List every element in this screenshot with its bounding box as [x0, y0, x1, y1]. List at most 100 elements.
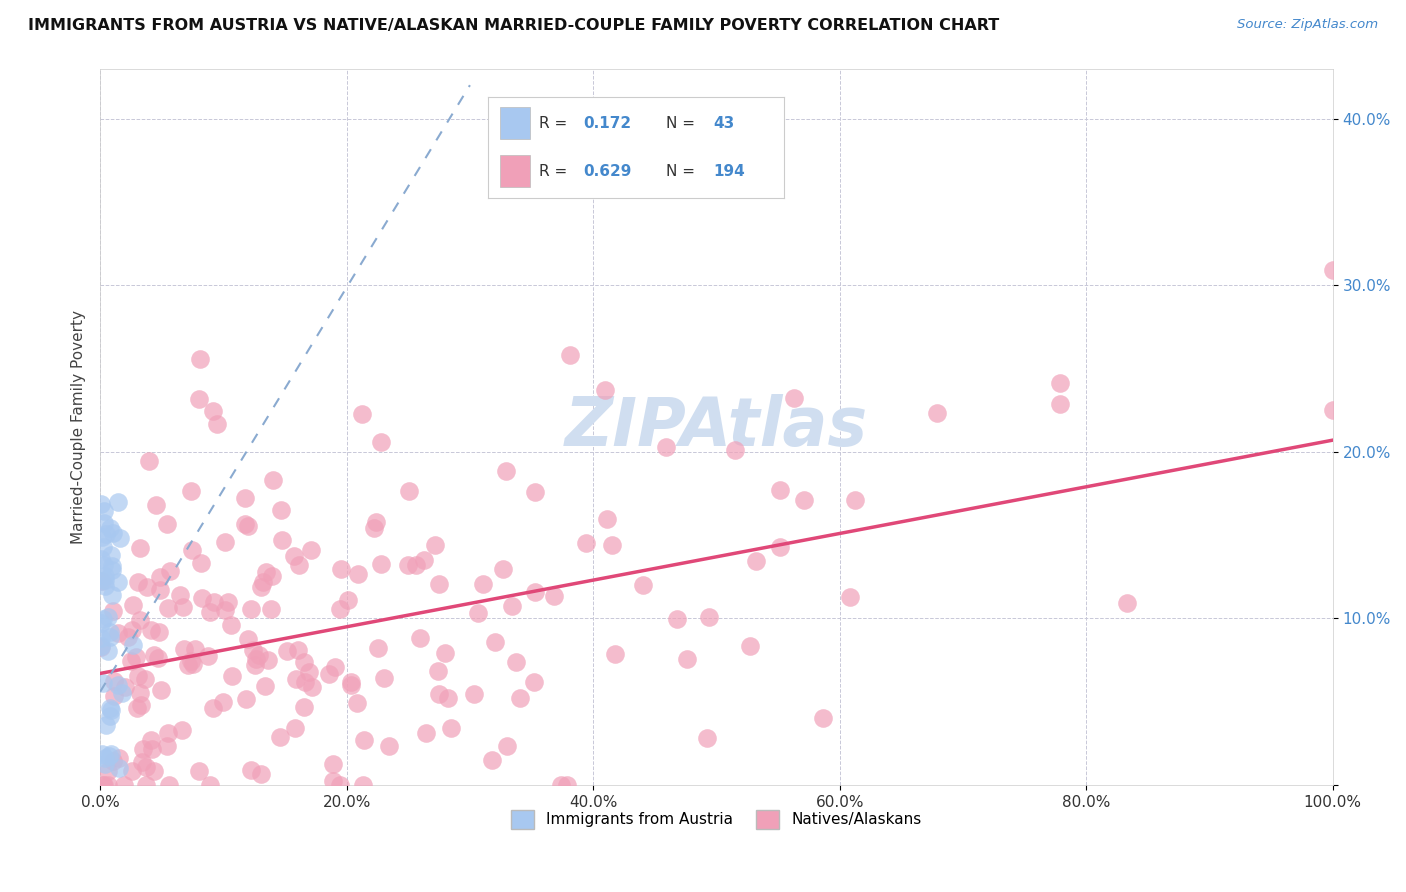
Point: [157, 601, 180, 615]
Point: [575, 535, 598, 549]
Point: [603, 647, 626, 661]
Point: [90, 632, 112, 646]
Point: [122, 638, 145, 652]
Point: [176, 657, 198, 672]
Point: [509, 691, 531, 706]
Point: [145, 498, 167, 512]
Point: [97, 749, 120, 764]
Point: [437, 691, 460, 706]
Point: [141, 742, 163, 756]
Point: [90, 747, 112, 761]
Point: [103, 689, 125, 703]
Point: [121, 599, 143, 613]
Point: [212, 695, 235, 709]
Point: [94, 751, 117, 765]
Point: [346, 696, 368, 710]
Y-axis label: Married-Couple Family Poverty: Married-Couple Family Poverty: [72, 310, 86, 544]
Point: [492, 562, 515, 576]
Point: [107, 625, 129, 640]
Point: [292, 656, 315, 670]
Point: [294, 674, 316, 689]
Point: [181, 657, 204, 671]
Point: [103, 673, 125, 688]
Point: [121, 764, 143, 778]
Point: [738, 639, 761, 653]
Point: [156, 739, 179, 754]
Point: [108, 531, 131, 545]
Point: [254, 565, 277, 579]
Point: [783, 391, 806, 405]
Point: [107, 761, 129, 775]
Point: [370, 434, 392, 449]
Point: [262, 473, 284, 487]
Point: [697, 610, 720, 624]
Point: [129, 541, 152, 555]
Point: [149, 582, 172, 597]
Point: [149, 682, 172, 697]
Point: [238, 632, 260, 646]
Point: [236, 518, 259, 533]
Point: [543, 589, 565, 603]
Point: [90, 639, 112, 653]
Point: [323, 660, 346, 674]
Point: [214, 603, 236, 617]
Point: [769, 483, 792, 498]
Point: [94, 568, 117, 582]
Point: [631, 577, 654, 591]
Point: [250, 767, 273, 781]
Point: [1115, 596, 1137, 610]
Point: [201, 700, 224, 714]
Point: [143, 764, 166, 778]
Point: [505, 655, 527, 669]
Point: [838, 590, 860, 604]
Point: [97, 644, 120, 658]
Point: [98, 625, 121, 640]
Point: [467, 606, 489, 620]
Point: [340, 678, 363, 692]
Point: [127, 575, 149, 590]
Point: [495, 739, 517, 754]
Point: [128, 613, 150, 627]
Point: [367, 640, 389, 655]
Point: [396, 558, 419, 572]
Point: [190, 556, 212, 570]
Point: [501, 599, 523, 613]
Point: [172, 599, 194, 614]
Point: [696, 731, 718, 746]
Point: [93, 778, 115, 792]
Point: [97, 610, 120, 624]
Point: [138, 454, 160, 468]
Point: [283, 549, 305, 563]
Point: [135, 778, 157, 792]
Point: [318, 667, 340, 681]
Point: [252, 575, 274, 590]
Point: [329, 778, 352, 792]
Point: [90, 615, 112, 630]
Point: [146, 651, 169, 665]
Point: [184, 642, 207, 657]
Point: [927, 406, 949, 420]
Point: [242, 642, 264, 657]
Point: [93, 558, 115, 572]
Point: [666, 612, 689, 626]
Point: [745, 554, 768, 568]
Point: [423, 538, 446, 552]
Point: [299, 543, 322, 558]
Point: [148, 570, 170, 584]
Point: [593, 383, 616, 397]
Point: [484, 635, 506, 649]
Point: [427, 576, 450, 591]
Point: [724, 442, 747, 457]
Point: [363, 521, 385, 535]
Point: [373, 671, 395, 685]
Point: [141, 624, 163, 638]
Point: [250, 580, 273, 594]
Point: [301, 680, 323, 694]
Point: [172, 723, 194, 738]
Point: [197, 649, 219, 664]
Point: [107, 574, 129, 589]
Point: [91, 676, 114, 690]
Point: [427, 665, 450, 679]
Point: [205, 417, 228, 431]
Point: [135, 760, 157, 774]
